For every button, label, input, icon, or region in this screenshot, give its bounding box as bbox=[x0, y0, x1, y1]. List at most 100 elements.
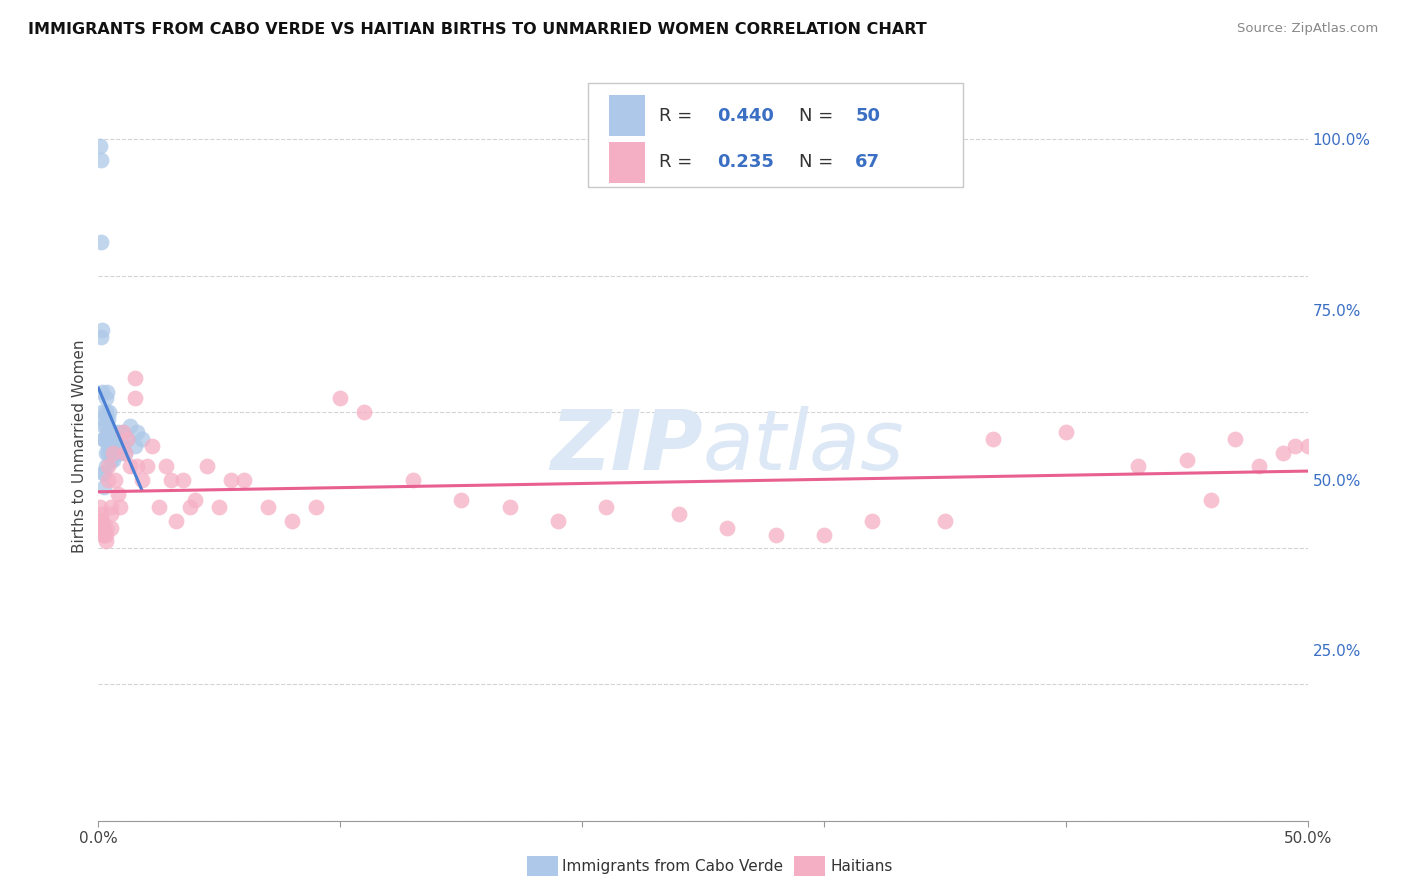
Point bbox=[232, 473, 254, 487]
Point bbox=[160, 473, 183, 487]
Point bbox=[90, 323, 112, 337]
Point bbox=[100, 439, 122, 453]
Point bbox=[108, 500, 131, 515]
Point bbox=[90, 514, 112, 528]
Point bbox=[1199, 493, 1222, 508]
Point bbox=[305, 500, 328, 515]
Point bbox=[91, 514, 114, 528]
Point bbox=[131, 432, 153, 446]
Point bbox=[124, 439, 146, 453]
Point bbox=[90, 153, 112, 167]
Point bbox=[108, 446, 131, 460]
Point bbox=[141, 439, 163, 453]
Point bbox=[179, 500, 201, 515]
Point bbox=[114, 446, 136, 460]
Point bbox=[118, 418, 141, 433]
Point bbox=[91, 405, 114, 419]
Point bbox=[101, 439, 124, 453]
Point bbox=[114, 446, 136, 460]
Point bbox=[100, 432, 122, 446]
Text: 0.440: 0.440 bbox=[717, 106, 775, 125]
Bar bbox=[609, 142, 645, 183]
Point bbox=[96, 384, 118, 399]
Point bbox=[101, 452, 124, 467]
Point bbox=[100, 507, 122, 521]
Text: IMMIGRANTS FROM CABO VERDE VS HAITIAN BIRTHS TO UNMARRIED WOMEN CORRELATION CHAR: IMMIGRANTS FROM CABO VERDE VS HAITIAN BI… bbox=[28, 22, 927, 37]
Point bbox=[94, 392, 117, 406]
Point bbox=[104, 432, 127, 446]
Point bbox=[97, 425, 120, 440]
Point bbox=[329, 392, 352, 406]
Point bbox=[100, 446, 122, 460]
Text: N =: N = bbox=[799, 153, 838, 171]
Point bbox=[765, 527, 787, 541]
Point bbox=[498, 500, 520, 515]
Point bbox=[934, 514, 956, 528]
Text: ZIP: ZIP bbox=[550, 406, 703, 486]
Point bbox=[97, 439, 120, 453]
Point bbox=[108, 439, 131, 453]
Point bbox=[101, 446, 124, 460]
Point bbox=[1249, 459, 1271, 474]
Point bbox=[91, 432, 114, 446]
Point bbox=[91, 527, 114, 541]
Point bbox=[97, 473, 120, 487]
Point bbox=[97, 411, 120, 425]
Point bbox=[813, 527, 835, 541]
Point bbox=[97, 446, 120, 460]
Text: Source: ZipAtlas.com: Source: ZipAtlas.com bbox=[1237, 22, 1378, 36]
Point bbox=[97, 432, 120, 446]
Point bbox=[100, 500, 122, 515]
Point bbox=[127, 459, 149, 474]
Point bbox=[668, 507, 690, 521]
Point bbox=[93, 467, 115, 481]
Point bbox=[97, 459, 120, 474]
Point bbox=[101, 425, 124, 440]
Point bbox=[1054, 425, 1077, 440]
Point bbox=[595, 500, 617, 515]
Point bbox=[195, 459, 218, 474]
Text: R =: R = bbox=[659, 106, 699, 125]
Point bbox=[111, 425, 134, 440]
Point bbox=[104, 473, 127, 487]
Point bbox=[716, 521, 738, 535]
Point bbox=[1175, 452, 1198, 467]
Point bbox=[91, 411, 114, 425]
Point bbox=[221, 473, 243, 487]
Point bbox=[165, 514, 187, 528]
Point bbox=[256, 500, 278, 515]
Point bbox=[1128, 459, 1150, 474]
Point bbox=[90, 235, 112, 249]
Point bbox=[93, 432, 115, 446]
Point bbox=[450, 493, 472, 508]
Point bbox=[100, 425, 122, 440]
Point bbox=[94, 405, 117, 419]
Point bbox=[148, 500, 170, 515]
Point bbox=[124, 371, 146, 385]
Point bbox=[547, 514, 569, 528]
Point bbox=[124, 392, 146, 406]
Point bbox=[117, 432, 139, 446]
Point bbox=[96, 459, 118, 474]
Point bbox=[172, 473, 194, 487]
Point bbox=[127, 425, 149, 440]
Text: atlas: atlas bbox=[703, 406, 904, 486]
Point bbox=[155, 459, 177, 474]
FancyBboxPatch shape bbox=[588, 83, 963, 187]
Point bbox=[107, 432, 129, 446]
Text: R =: R = bbox=[659, 153, 699, 171]
Text: 67: 67 bbox=[855, 153, 880, 171]
Point bbox=[184, 493, 207, 508]
Point bbox=[93, 527, 115, 541]
Text: 50: 50 bbox=[855, 106, 880, 125]
Point bbox=[94, 446, 117, 460]
Point bbox=[94, 521, 117, 535]
Point bbox=[107, 486, 129, 500]
Point bbox=[100, 452, 122, 467]
Point bbox=[100, 432, 122, 446]
Point bbox=[100, 521, 122, 535]
Point bbox=[1284, 439, 1306, 453]
Point bbox=[90, 521, 112, 535]
Point bbox=[94, 534, 117, 549]
Point bbox=[90, 330, 112, 344]
